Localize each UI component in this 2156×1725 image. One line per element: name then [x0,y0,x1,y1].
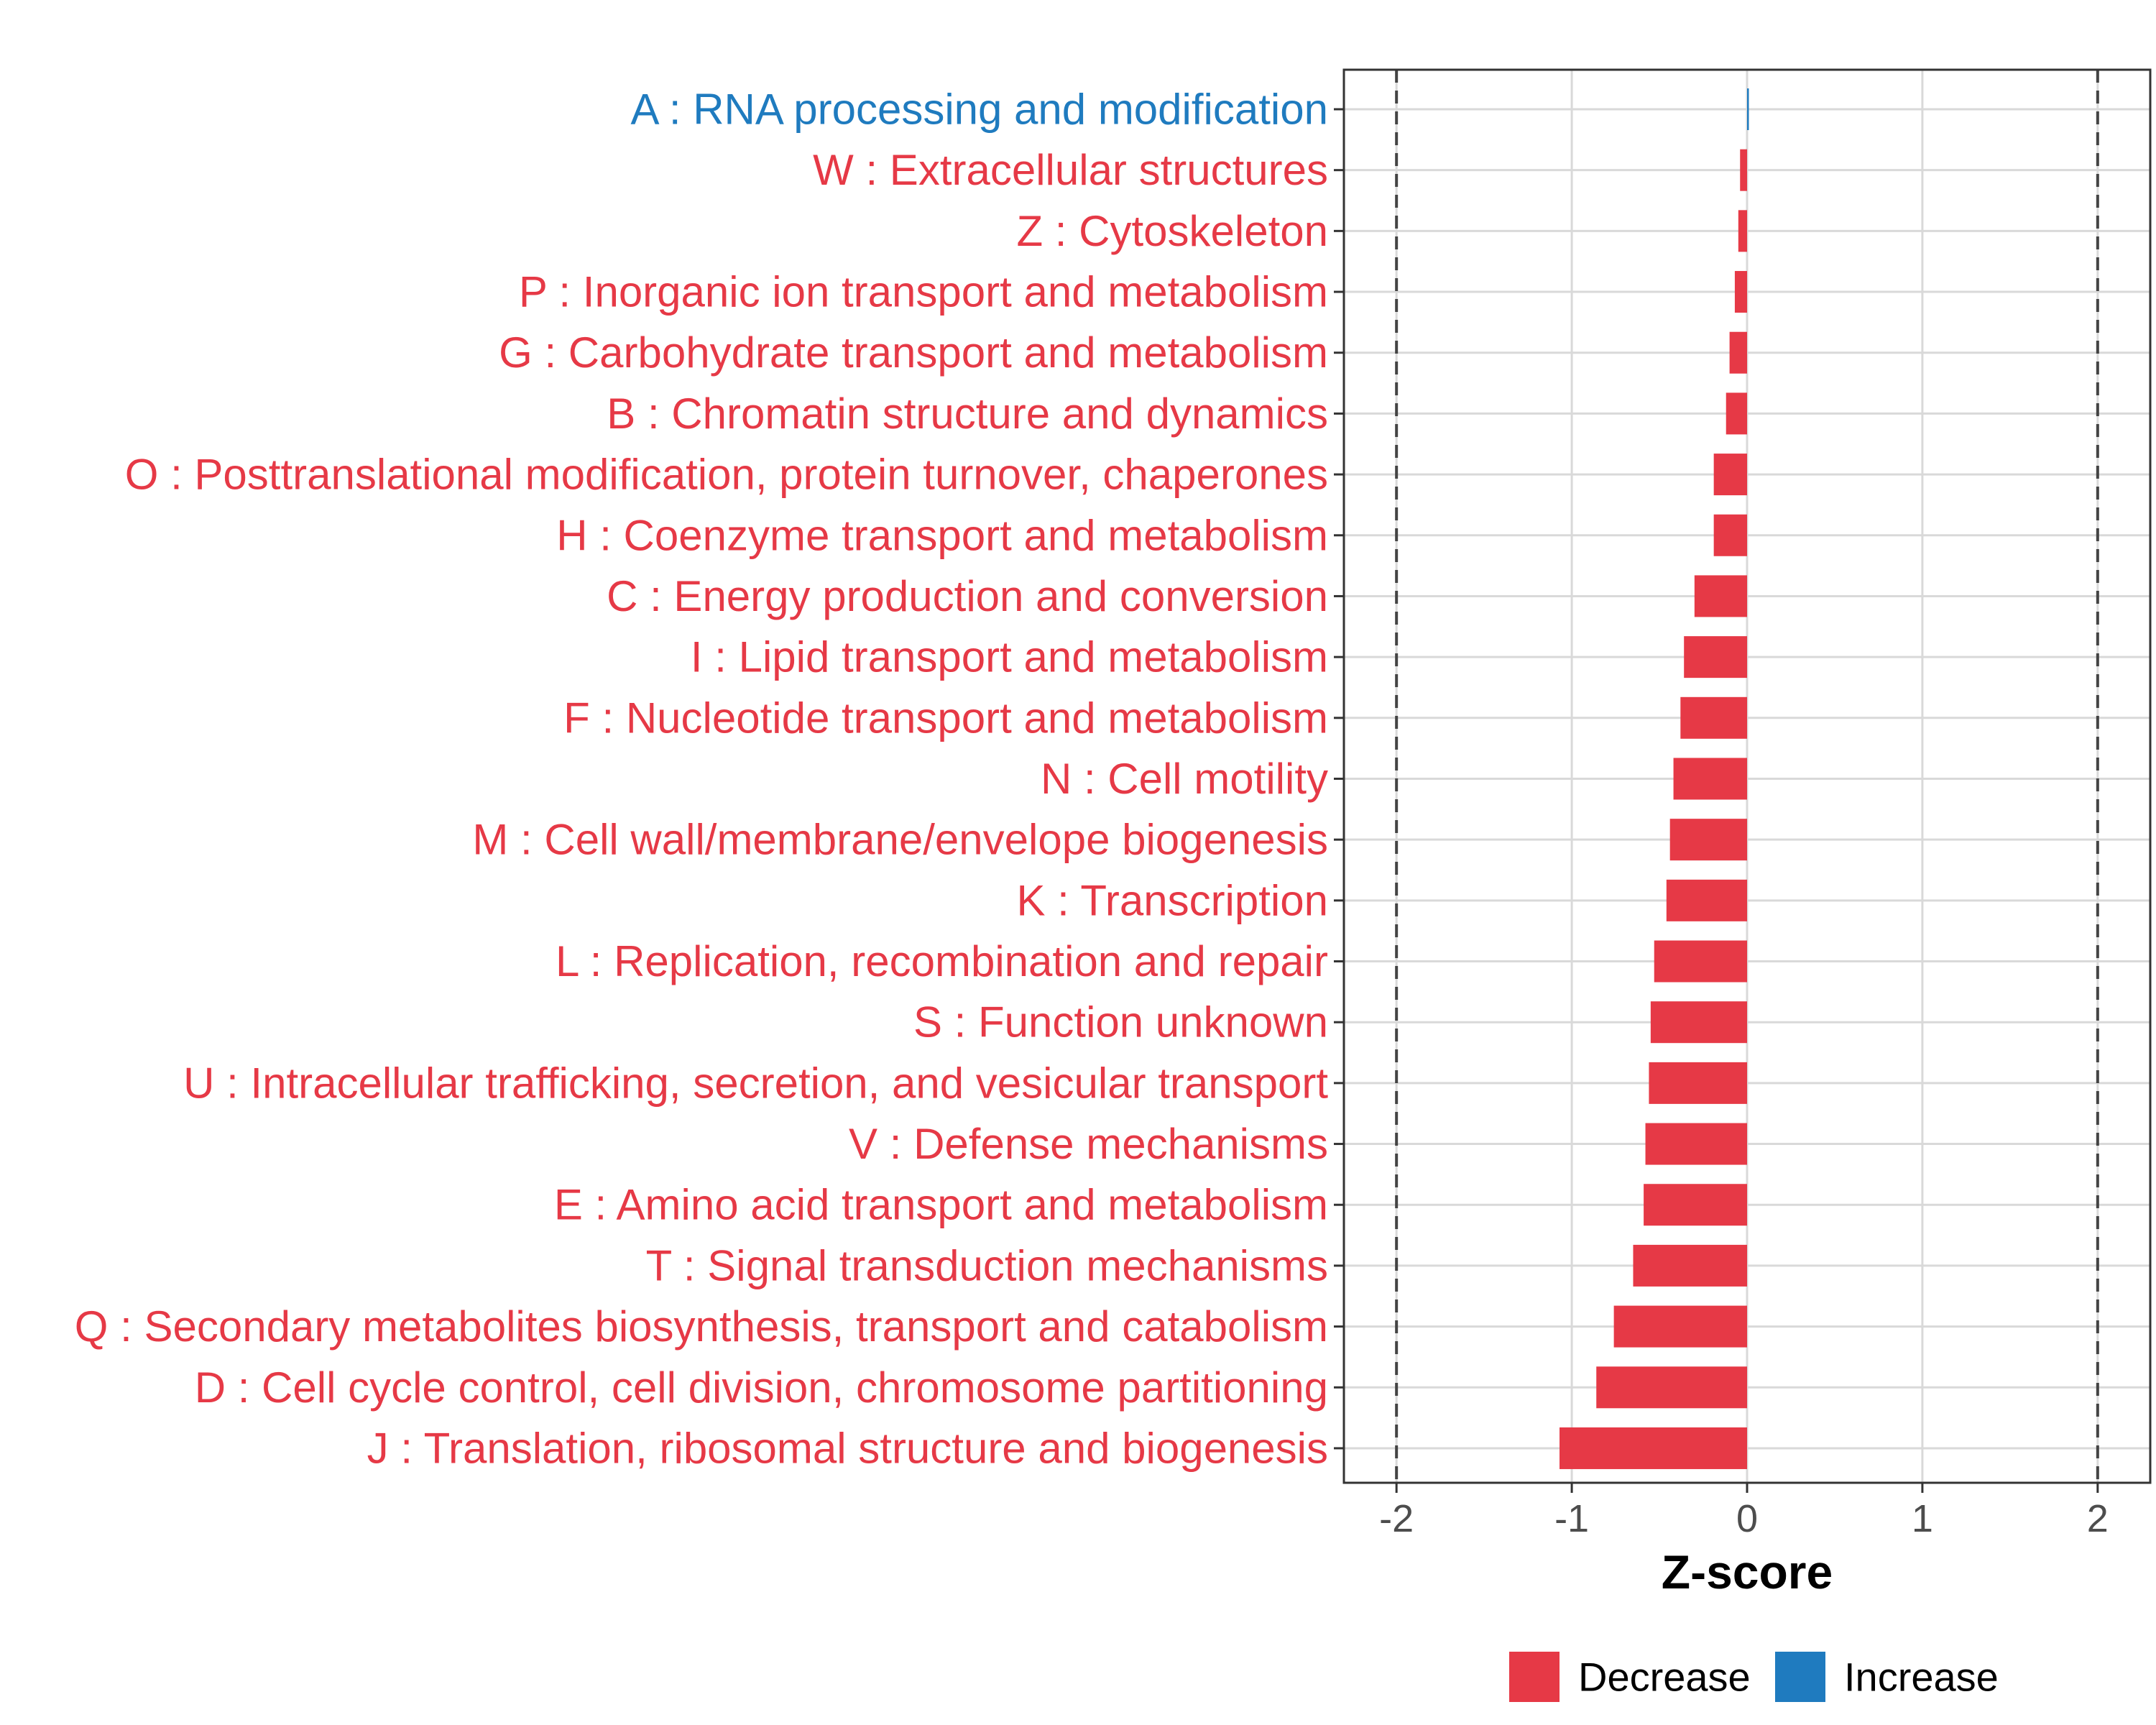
x-tick-label: 1 [1912,1497,1933,1540]
bar [1673,758,1747,800]
bar [1747,88,1749,130]
bar [1694,575,1747,617]
category-label: S : Function unknown [913,998,1328,1046]
legend-label: Increase [1844,1655,1999,1700]
legend-swatch [1775,1652,1825,1702]
x-axis-title: Z-score [1662,1545,1833,1598]
category-label: V : Defense mechanisms [849,1120,1328,1168]
x-tick-label: -2 [1379,1497,1414,1540]
category-label: B : Chromatin structure and dynamics [607,390,1328,438]
category-label: G : Carbohydrate transport and metabolis… [499,328,1328,377]
bar [1613,1305,1747,1348]
category-label: P : Inorganic ion transport and metaboli… [519,268,1328,316]
legend: Decrease Increase [1509,1652,1999,1702]
x-tick-label: -1 [1554,1497,1589,1540]
category-label: I : Lipid transport and metabolism [691,633,1328,681]
bar [1644,1184,1747,1226]
bar [1729,331,1747,374]
bar [1726,392,1747,435]
bar [1713,514,1747,556]
category-label: K : Transcription [1016,876,1328,924]
category-label: U : Intracellular trafficking, secretion… [183,1059,1328,1107]
bar [1734,271,1747,313]
bar [1633,1244,1747,1287]
category-label: N : Cell motility [1041,755,1328,803]
bar [1740,149,1747,191]
legend-label: Decrease [1578,1655,1751,1700]
category-label: A : RNA processing and modification [630,86,1328,134]
x-tick-label: 2 [2087,1497,2109,1540]
bar [1645,1123,1747,1165]
legend-swatch [1509,1652,1560,1702]
bar [1684,636,1747,678]
category-label: W : Extracellular structures [813,146,1328,194]
category-label: H : Coenzyme transport and metabolism [556,511,1328,559]
bars [1560,88,1749,1469]
category-label: M : Cell wall/membrane/envelope biogenes… [472,816,1328,864]
bar [1669,819,1747,861]
category-label: T : Signal transduction mechanisms [646,1241,1328,1289]
category-label: D : Cell cycle control, cell division, c… [195,1363,1328,1412]
x-tick-label: 0 [1736,1497,1758,1540]
category-label: L : Replication, recombination and repai… [556,937,1328,985]
reference-lines [1395,70,2099,1483]
x-axis-ticks: -2 -1 0 1 2 [1379,1483,2109,1540]
bar [1738,210,1747,252]
category-label: J : Translation, ribosomal structure and… [367,1424,1328,1472]
bar [1654,940,1747,983]
category-label: C : Energy production and conversion [607,572,1328,620]
category-label: O : Posttranslational modification, prot… [125,451,1328,499]
category-labels: A : RNA processing and modification W : E… [75,86,1344,1472]
category-label: E : Amino acid transport and metabolism [554,1181,1328,1229]
bar [1666,879,1747,921]
category-label: F : Nucleotide transport and metabolism [563,694,1328,742]
category-label: Z : Cytoskeleton [1016,207,1328,255]
bar [1649,1062,1747,1104]
bar [1650,1001,1747,1044]
bar [1713,454,1747,496]
bar [1560,1427,1747,1469]
bar [1596,1366,1747,1409]
bar [1680,696,1747,739]
category-label: Q : Secondary metabolites biosynthesis, … [75,1302,1328,1351]
